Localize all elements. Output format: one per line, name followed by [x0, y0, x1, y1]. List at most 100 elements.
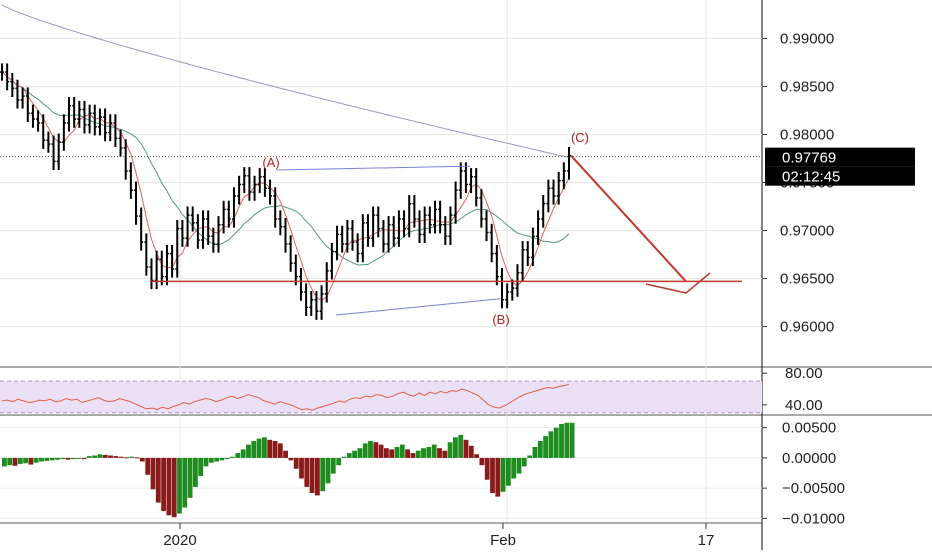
histogram-bar	[304, 457, 310, 487]
histogram-bar	[458, 434, 464, 458]
histogram-bar	[495, 457, 501, 497]
histogram-bar	[506, 457, 511, 486]
histogram-bar	[559, 424, 564, 458]
channel-line-top	[276, 165, 471, 171]
histogram-bar	[76, 457, 82, 459]
histogram-bar	[453, 437, 458, 458]
histogram-bar	[118, 456, 124, 458]
histogram-bar	[484, 457, 490, 480]
histogram-bar	[2, 457, 7, 467]
histogram-bar	[553, 427, 559, 458]
rsi-tick-label: 40.00	[785, 397, 823, 414]
histogram-bar	[219, 457, 225, 461]
histogram-bar	[33, 457, 39, 463]
histogram-bar	[55, 457, 60, 460]
moving-average-fast	[1, 71, 570, 302]
time-tick-label: 17	[698, 532, 715, 549]
histogram-bar	[516, 457, 522, 474]
histogram-bar	[129, 456, 135, 458]
histogram-bar	[330, 457, 336, 474]
histogram-bar	[378, 444, 384, 458]
histogram-bar	[49, 457, 55, 461]
histogram-bar	[537, 441, 543, 458]
channel-line-bottom	[335, 298, 501, 316]
histogram-bar	[532, 447, 538, 458]
histogram-bar	[166, 457, 172, 516]
price-tick-label: 0.96500	[780, 271, 834, 288]
wave-label-b: (B)	[492, 312, 509, 327]
histogram-bar	[246, 444, 251, 458]
histogram-bar	[569, 422, 575, 458]
histogram-bar	[389, 449, 395, 458]
histogram-bar	[352, 450, 357, 458]
wave-label-a: (A)	[262, 155, 279, 170]
histogram-bar	[309, 457, 315, 493]
last-price-badge	[765, 147, 915, 167]
histogram-bar	[44, 457, 50, 461]
histogram-bar	[421, 448, 426, 458]
histogram-bar	[500, 457, 506, 492]
hist-tick-label: −0.00500	[782, 480, 845, 497]
time-tick-label: Feb	[490, 532, 516, 549]
histogram-bar	[262, 437, 267, 458]
histogram-bar	[468, 445, 474, 458]
histogram-bar	[97, 454, 103, 458]
wave-label-c: (C)	[571, 130, 589, 145]
price-tick-label: 0.98500	[780, 78, 834, 95]
moving-average-slow	[1, 4, 570, 158]
countdown-badge	[765, 166, 915, 186]
price-tick-label: 0.98000	[780, 126, 834, 143]
time-tick-label: 2020	[163, 532, 196, 549]
projection-arrow-head	[645, 272, 711, 294]
grid	[0, 0, 762, 522]
histogram-bar	[81, 457, 87, 460]
histogram-bar	[362, 443, 368, 458]
histogram-bar	[171, 457, 177, 518]
histogram-bar	[521, 457, 527, 467]
histogram-bar	[256, 438, 262, 458]
histogram-bar	[39, 457, 44, 462]
histogram-bar	[437, 448, 442, 458]
histogram-bar	[124, 457, 129, 459]
hist-tick-label: −0.01000	[782, 510, 845, 527]
histogram-bar	[399, 444, 405, 458]
histogram-bar	[315, 457, 320, 496]
histogram-bar	[426, 447, 432, 458]
histogram-bar	[65, 457, 71, 460]
price-tick-label: 0.99000	[780, 30, 834, 47]
histogram-bar	[198, 457, 204, 476]
histogram-bar	[267, 439, 273, 458]
histogram-bar	[293, 457, 299, 469]
histogram-bar	[7, 457, 13, 466]
histogram-bar	[405, 449, 410, 458]
histogram-bar	[410, 453, 416, 458]
histogram-bar	[161, 457, 166, 512]
last-price-label: 0.97769	[782, 150, 836, 167]
histogram-bar	[113, 456, 119, 458]
histogram-bar	[394, 447, 400, 458]
histogram-bar	[299, 457, 304, 479]
histogram-bar	[272, 441, 278, 458]
histogram-bar	[208, 457, 214, 463]
histogram-bar	[479, 457, 485, 466]
histogram-bar	[145, 457, 151, 475]
histogram-bar	[240, 449, 246, 458]
histogram-bar	[224, 457, 230, 460]
histogram-bar	[28, 457, 34, 465]
histogram-bar	[92, 455, 97, 458]
histogram-bar	[463, 439, 469, 458]
price-tick-label: 0.96000	[780, 319, 834, 336]
histogram-bar	[214, 457, 219, 462]
rsi-tick-label: 80.00	[785, 365, 823, 382]
histogram-bar	[415, 450, 421, 458]
histogram-bar	[431, 444, 437, 458]
histogram-bar	[150, 457, 156, 490]
histogram-bar	[373, 442, 379, 458]
histogram-bar	[511, 457, 517, 479]
histogram-bar	[548, 431, 554, 458]
histogram-bar	[17, 457, 23, 464]
histogram-bar	[108, 455, 113, 458]
histogram-bar	[251, 441, 257, 458]
